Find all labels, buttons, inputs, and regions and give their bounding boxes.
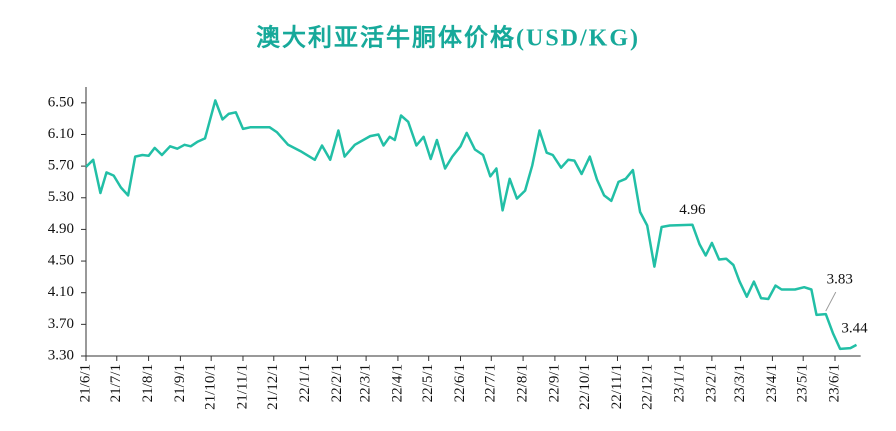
x-tick-label: 23/4/1 (764, 364, 780, 402)
x-tick-label: 21/12/1 (265, 364, 281, 410)
x-tick-label: 21/7/1 (108, 364, 124, 402)
x-tick-label: 22/5/1 (420, 364, 436, 402)
x-tick-label: 21/11/1 (234, 364, 250, 409)
x-tick-label: 23/1/1 (672, 364, 688, 402)
x-tick-label: 22/9/1 (546, 364, 562, 402)
x-tick-label: 22/1/1 (297, 364, 313, 402)
x-tick-label: 23/5/1 (795, 364, 811, 402)
y-tick-label: 3.30 (48, 347, 74, 363)
x-tick-label: 22/7/1 (483, 364, 499, 402)
y-tick-label: 3.70 (48, 316, 74, 332)
x-tick-label: 22/12/1 (640, 364, 656, 410)
y-tick-label: 4.90 (48, 221, 74, 237)
x-tick-label: 23/3/1 (732, 364, 748, 402)
y-tick-label: 4.50 (48, 252, 74, 268)
y-tick-label: 5.70 (48, 158, 74, 174)
x-tick-label: 22/6/1 (452, 364, 468, 402)
x-tick-label: 23/2/1 (703, 364, 719, 402)
x-tick-label: 21/8/1 (140, 364, 156, 402)
annotation: 3.44 (841, 320, 868, 336)
x-tick-label: 22/8/1 (515, 364, 531, 402)
x-tick-label: 22/3/1 (358, 364, 374, 402)
chart-title: 澳大利亚活牛胴体价格(USD/KG) (256, 25, 640, 52)
x-tick-label: 22/4/1 (389, 364, 405, 402)
annotation: 4.96 (679, 202, 706, 218)
x-tick-label: 22/10/1 (577, 364, 593, 410)
x-tick-label: 21/6/1 (77, 364, 93, 402)
y-tick-label: 5.30 (48, 189, 74, 205)
y-tick-label: 6.10 (48, 126, 74, 142)
annotation-leader (825, 291, 837, 312)
x-tick-label: 22/2/1 (329, 364, 345, 402)
x-tick-label: 23/6/1 (826, 364, 842, 402)
x-tick-label: 22/11/1 (609, 364, 625, 409)
price-line (85, 99, 858, 351)
y-tick-label: 4.10 (48, 284, 74, 300)
y-tick-label: 6.50 (48, 94, 74, 110)
x-tick-label: 21/10/1 (203, 364, 219, 410)
x-tick-label: 21/9/1 (172, 364, 188, 402)
annotation: 3.83 (827, 272, 853, 288)
